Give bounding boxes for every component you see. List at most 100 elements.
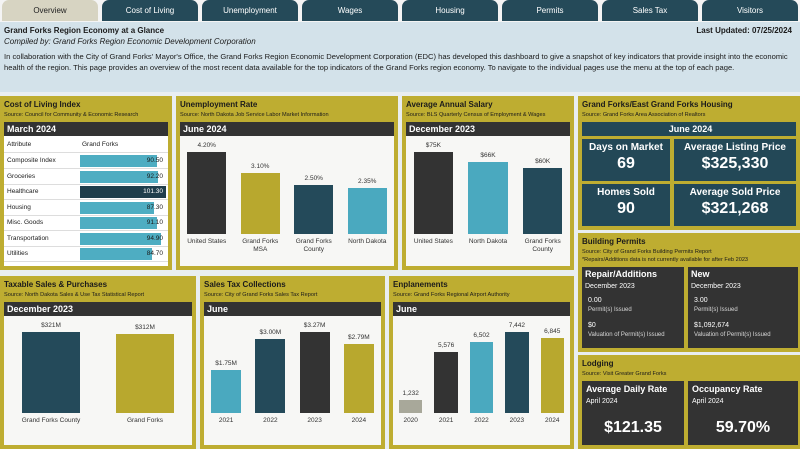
panel-title: Unemployment Rate [180, 100, 258, 109]
lodging-panel: Lodging Source: Visit Greater Grand Forks… [578, 355, 800, 449]
value-label: $75K [425, 142, 441, 149]
value-label: 2.50% [304, 175, 323, 183]
category-label: 2022 [474, 417, 489, 424]
box-period: April 2024 [692, 398, 724, 405]
value-label: $312M [135, 324, 155, 332]
sales-tax-panel: Sales Tax Collections Source: City of Gra… [200, 276, 385, 449]
panel-source: Source: Visit Greater Grand Forks [582, 371, 667, 377]
panel-title: Building Permits [582, 237, 646, 246]
bar [299, 332, 330, 413]
bar-cell: 94.90 [80, 232, 166, 245]
period-bar: December 2023 [4, 302, 192, 316]
category-label: 2024 [545, 417, 560, 424]
tab[interactable]: Visitors [702, 0, 798, 21]
box-period: December 2023 [585, 283, 635, 290]
category-label: 2023 [509, 417, 525, 424]
category-label: 2021 [218, 417, 234, 424]
row-label: Housing [7, 203, 31, 211]
permit-value: 3.00 [694, 297, 708, 304]
value-label: 92.20 [146, 172, 163, 180]
column-header: Grand Forks [82, 141, 119, 148]
panel-source: Source: North Dakota Sales & Use Tax Sta… [4, 292, 145, 298]
tab[interactable]: Unemployment [202, 0, 298, 21]
table-row: Composite Index 90.50 [4, 154, 168, 169]
value-label: 4.20% [197, 142, 216, 149]
value-label: 91.10 [146, 219, 163, 226]
intro-text: In collaboration with the City of Grand … [4, 52, 788, 72]
table-row: Misc. Goods 91.10 [4, 216, 168, 231]
kpi-value: $321,268 [701, 200, 769, 217]
bar [434, 352, 458, 413]
kpi-label: Average Listing Price [684, 142, 786, 153]
value-label: 6,502 [473, 332, 490, 340]
tab[interactable]: Permits [502, 0, 598, 21]
panel-source: Source: North Dakota Job Service Labor M… [180, 112, 329, 118]
row-label: Utilities [7, 250, 28, 257]
table: Attribute Grand Forks Composite Index 90.50… [4, 136, 168, 266]
taxable-sales-panel: Taxable Sales & Purchases Source: North D… [0, 276, 196, 449]
permit-box: New December 2023 3.00 Permit(s) Issued $1,0… [688, 267, 798, 348]
cost-of-living-panel: Cost of Living Index Source: Council for … [0, 96, 172, 270]
bar [240, 173, 280, 234]
row-label: Groceries [7, 172, 36, 180]
bar [347, 188, 387, 234]
panel-source: Source: Council for Community & Economic… [4, 112, 139, 118]
bar [255, 338, 286, 413]
bar-cell: 91.10 [80, 217, 166, 229]
tab[interactable]: Wages [302, 0, 398, 21]
lodging-box: Occupancy Rate April 2024 59.70% [688, 381, 798, 445]
bar-cell: 90.50 [80, 155, 166, 167]
bar [80, 155, 157, 167]
table-row: Utilities 84.70 [4, 247, 168, 262]
chart-area: 4.20% United States 3.10% Grand Forks MSA 2.… [180, 136, 394, 266]
bar [80, 232, 161, 245]
panel-title: Sales Tax Collections [204, 280, 286, 289]
bar [294, 185, 333, 234]
bar [505, 332, 529, 413]
panel-source: Source: Grand Forks Area Association of … [582, 112, 706, 118]
panel-source: Source: City of Grand Forks Building Per… [582, 249, 712, 255]
period-bar: June [393, 302, 570, 316]
tab[interactable]: Overview [2, 0, 98, 21]
value-label: 90.50 [146, 157, 163, 164]
row-label: Misc. Goods [7, 219, 44, 226]
value-label: 7,442 [508, 322, 526, 329]
box-header: New [691, 269, 710, 279]
value-label: 101.30 [143, 188, 163, 195]
last-updated: Last Updated: 07/25/2024 [696, 26, 792, 35]
period-bar: June 2024 [582, 122, 796, 136]
table-header-row: Attribute Grand Forks [4, 138, 168, 153]
panel-title: Lodging [582, 359, 614, 368]
kpi-card: Average Listing Price $325,330 [674, 139, 796, 181]
bar [413, 152, 453, 234]
box-header: Repair/Additions [585, 269, 658, 279]
box-value: 59.70% [715, 419, 771, 436]
chart-area: $321M Grand Forks County $312M Grand Forks [4, 316, 192, 445]
tab[interactable]: Cost of Living [102, 0, 198, 21]
header: Grand Forks Region Economy at a Glance C… [0, 22, 800, 92]
table-row: Groceries 92.20 [4, 170, 168, 185]
period-bar: December 2023 [406, 122, 570, 136]
bar [80, 248, 152, 260]
permit-label: Permit(s) Issued [588, 307, 632, 313]
tab[interactable]: Sales Tax [602, 0, 698, 21]
bar [399, 399, 423, 413]
kpi-label: Average Sold Price [689, 187, 781, 198]
tab-bar: Overview Cost of Living Unemployment Wages H… [0, 0, 800, 22]
period-bar: March 2024 [4, 122, 168, 136]
salary-panel: Average Annual Salary Source: BLS Quarter… [402, 96, 574, 270]
tab[interactable]: Housing [402, 0, 498, 21]
permits-panel: Building Permits Source: City of Grand Fo… [578, 233, 800, 352]
value-label: $3.27M [303, 322, 326, 329]
bar [21, 332, 81, 413]
box-label: Occupancy Rate [692, 384, 763, 394]
table-row: Healthcare 101.30 [4, 185, 168, 200]
value-label: 5,576 [437, 342, 455, 350]
category-label: Grand Forks County [295, 238, 332, 253]
chart-area: $75K United States $66K North Dakota $60K Gra… [406, 136, 570, 266]
category-label: Grand Forks County [524, 238, 561, 253]
box-value: $121.35 [604, 419, 662, 436]
housing-panel: Grand Forks/East Grand Forks Housing Sour… [578, 96, 800, 230]
bar [80, 170, 159, 183]
